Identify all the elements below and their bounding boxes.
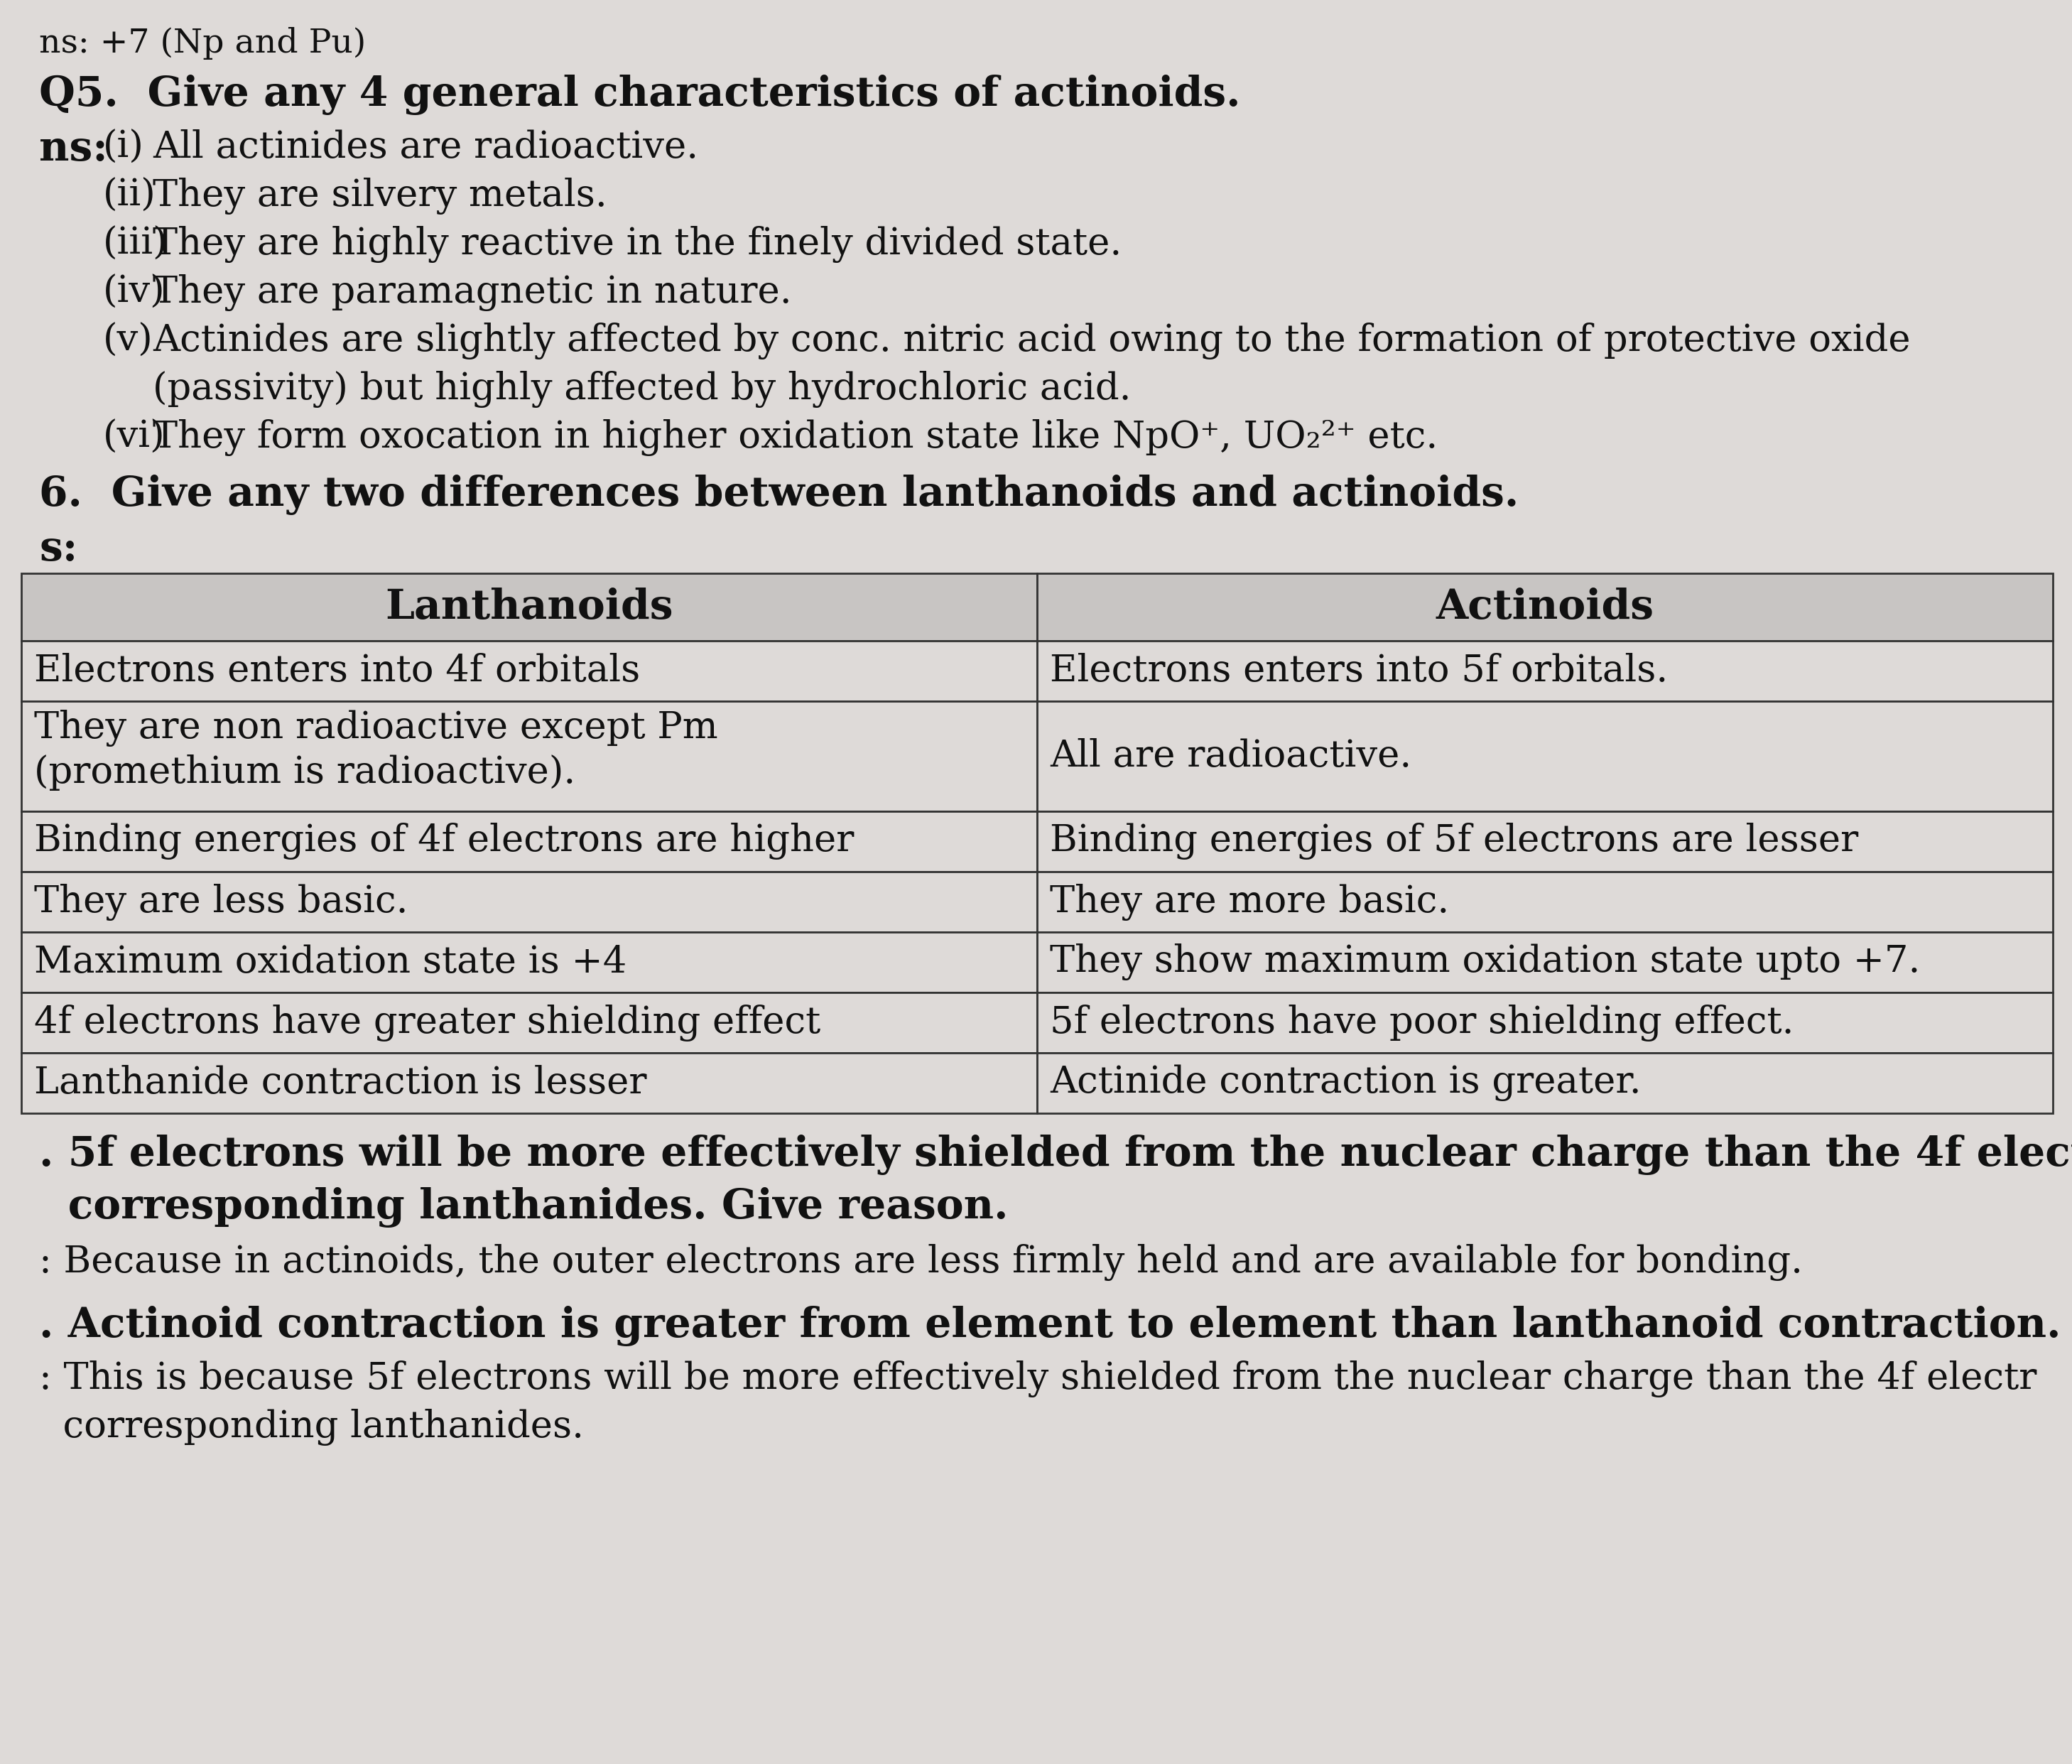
Text: (iv): (iv): [104, 273, 166, 310]
Text: They are non radioactive except Pm: They are non radioactive except Pm: [33, 709, 719, 746]
Bar: [21, 640, 1038, 702]
Text: Maximum oxidation state is +4: Maximum oxidation state is +4: [33, 944, 626, 981]
Text: All are radioactive.: All are radioactive.: [1051, 737, 1411, 774]
Bar: [1038, 993, 2053, 1053]
Text: ns: +7 (Np and Pu): ns: +7 (Np and Pu): [39, 26, 367, 60]
Text: Actinides are slightly affected by conc. nitric acid owing to the formation of p: Actinides are slightly affected by conc.…: [153, 323, 1910, 360]
Text: . 5f electrons will be more effectively shielded from the nuclear charge than th: . 5f electrons will be more effectively …: [39, 1134, 2072, 1175]
Bar: [1038, 573, 2053, 640]
Text: 6.  Give any two differences between lanthanoids and actinoids.: 6. Give any two differences between lant…: [39, 475, 1519, 515]
Bar: [1038, 931, 2053, 993]
Bar: [21, 811, 1038, 871]
Bar: [21, 1053, 1038, 1113]
Text: Actinide contraction is greater.: Actinide contraction is greater.: [1051, 1065, 1641, 1101]
Text: (passivity) but highly affected by hydrochloric acid.: (passivity) but highly affected by hydro…: [153, 370, 1131, 407]
Text: (ii): (ii): [104, 178, 155, 213]
Text: Q5.  Give any 4 general characteristics of actinoids.: Q5. Give any 4 general characteristics o…: [39, 74, 1241, 115]
Text: They are silvery metals.: They are silvery metals.: [153, 178, 607, 215]
Text: s:: s:: [39, 529, 77, 570]
Bar: [21, 702, 1038, 811]
Text: Lanthanoids: Lanthanoids: [385, 587, 673, 626]
Bar: [21, 871, 1038, 931]
Text: Binding energies of 5f electrons are lesser: Binding energies of 5f electrons are les…: [1051, 824, 1859, 861]
Text: Electrons enters into 4f orbitals: Electrons enters into 4f orbitals: [33, 653, 640, 690]
Text: : This is because 5f electrons will be more effectively shielded from the nuclea: : This is because 5f electrons will be m…: [39, 1360, 2037, 1397]
Text: Electrons enters into 5f orbitals.: Electrons enters into 5f orbitals.: [1051, 653, 1668, 690]
Text: (iii): (iii): [104, 226, 168, 263]
Text: 5f electrons have poor shielding effect.: 5f electrons have poor shielding effect.: [1051, 1004, 1794, 1041]
Text: 4f electrons have greater shielding effect: 4f electrons have greater shielding effe…: [33, 1004, 821, 1041]
Text: corresponding lanthanides.: corresponding lanthanides.: [39, 1409, 584, 1446]
Text: Actinoids: Actinoids: [1436, 587, 1653, 626]
Bar: [21, 931, 1038, 993]
Text: They form oxocation in higher oxidation state like NpO⁺, UO₂²⁺ etc.: They form oxocation in higher oxidation …: [153, 420, 1438, 457]
Text: They show maximum oxidation state upto +7.: They show maximum oxidation state upto +…: [1051, 944, 1921, 981]
Text: They are more basic.: They are more basic.: [1051, 884, 1448, 921]
Text: They are highly reactive in the finely divided state.: They are highly reactive in the finely d…: [153, 226, 1121, 263]
Text: Lanthanide contraction is lesser: Lanthanide contraction is lesser: [33, 1065, 646, 1101]
Text: (v): (v): [104, 323, 153, 358]
Text: All actinides are radioactive.: All actinides are radioactive.: [153, 129, 698, 166]
Bar: [1038, 811, 2053, 871]
Text: Binding energies of 4f electrons are higher: Binding energies of 4f electrons are hig…: [33, 824, 854, 861]
Text: (vi): (vi): [104, 420, 166, 455]
Bar: [1038, 640, 2053, 702]
Text: (promethium is radioactive).: (promethium is radioactive).: [33, 755, 576, 790]
Bar: [1038, 871, 2053, 931]
Bar: [1038, 1053, 2053, 1113]
Text: ns:: ns:: [39, 129, 108, 169]
Text: : Because in actinoids, the outer electrons are less firmly held and are availab: : Because in actinoids, the outer electr…: [39, 1244, 1803, 1281]
Text: corresponding lanthanides. Give reason.: corresponding lanthanides. Give reason.: [39, 1187, 1009, 1228]
Text: . Actinoid contraction is greater from element to element than lanthanoid contra: . Actinoid contraction is greater from e…: [39, 1305, 2072, 1346]
Text: They are paramagnetic in nature.: They are paramagnetic in nature.: [153, 273, 792, 310]
Bar: [21, 993, 1038, 1053]
Text: (i): (i): [104, 129, 145, 166]
Bar: [1038, 702, 2053, 811]
Text: They are less basic.: They are less basic.: [33, 884, 408, 921]
Bar: [21, 573, 1038, 640]
